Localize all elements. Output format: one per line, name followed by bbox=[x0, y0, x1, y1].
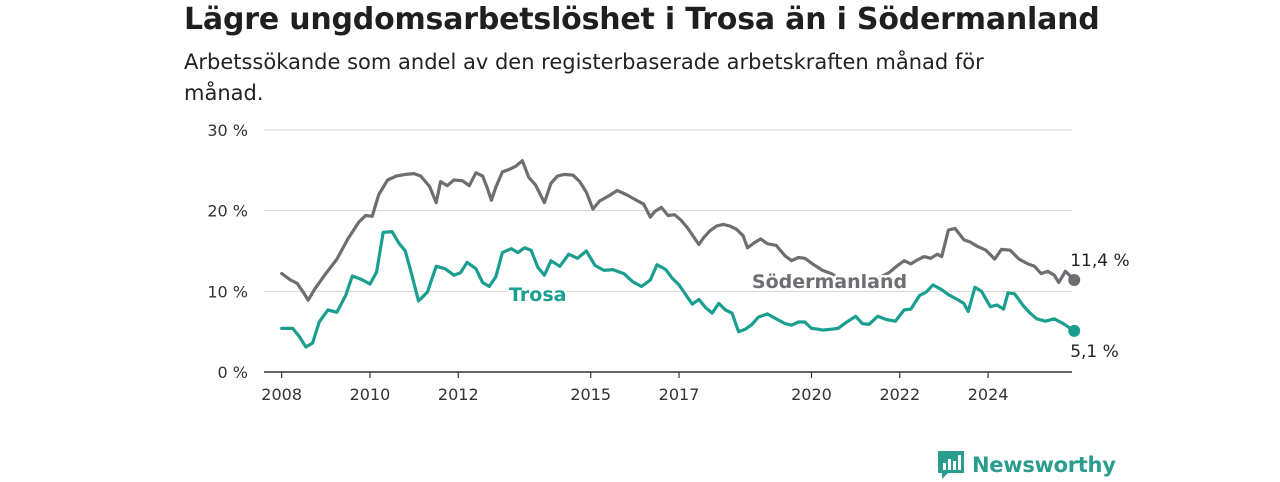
x-tick-label: 2022 bbox=[879, 385, 920, 404]
brand-name: Newsworthy bbox=[972, 453, 1116, 477]
series-name-label: Trosa bbox=[509, 284, 566, 306]
gridlines bbox=[264, 129, 1072, 373]
x-tick-label: 2017 bbox=[659, 385, 700, 404]
end-point-marker bbox=[1068, 324, 1081, 337]
end-point-marker bbox=[1068, 274, 1081, 287]
x-tick-label: 2024 bbox=[968, 385, 1009, 404]
series-line-södermanland bbox=[280, 159, 1076, 302]
chart-subtitle: Arbetssökande som andel av den registerb… bbox=[184, 50, 984, 105]
series-lines bbox=[280, 159, 1081, 349]
y-tick-label: 20 % bbox=[207, 202, 248, 221]
end-value-label: 11,4 % bbox=[1070, 251, 1129, 271]
x-tick-label: 2020 bbox=[791, 385, 832, 404]
series-line-trosa bbox=[280, 230, 1076, 349]
x-tick-label: 2015 bbox=[570, 385, 611, 404]
chart-title: Lägre ungdomsarbetslöshet i Trosa än i S… bbox=[184, 2, 1100, 37]
end-value-label: 5,1 % bbox=[1070, 342, 1119, 362]
newsworthy-logo-icon bbox=[938, 451, 964, 479]
y-tick-label: 0 % bbox=[218, 363, 248, 382]
x-tick-label: 2012 bbox=[438, 385, 479, 404]
x-tick-labels: 2008 2010 2012 2015 2017 2020 2022 2024 bbox=[261, 372, 1008, 404]
newsworthy-brand[interactable]: Newsworthy bbox=[936, 448, 1116, 482]
x-tick-label: 2010 bbox=[350, 385, 391, 404]
x-tick-label: 2008 bbox=[261, 385, 302, 404]
y-tick-label: 30 % bbox=[207, 121, 248, 140]
series-labels: 11,4 % 5,1 % Trosa Södermanland bbox=[507, 251, 1130, 362]
series-name-label: Södermanland bbox=[752, 271, 907, 293]
y-tick-labels: 0 % 10 % 20 % 30 % bbox=[207, 121, 248, 382]
y-tick-label: 10 % bbox=[207, 282, 248, 301]
